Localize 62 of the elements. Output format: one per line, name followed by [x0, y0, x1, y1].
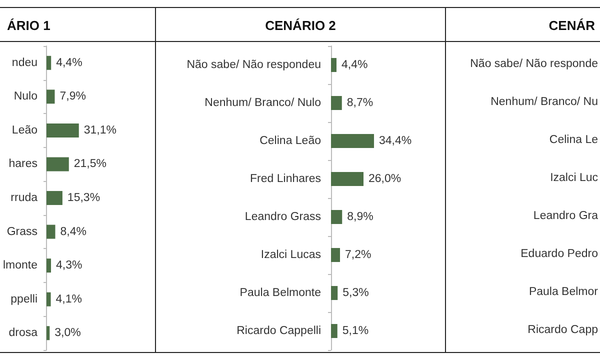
text: Izalci Luc	[550, 172, 598, 184]
data-label: 31,1%	[84, 124, 116, 136]
y-tick-label: Nulo	[14, 90, 38, 103]
bar	[46, 157, 69, 172]
bar	[331, 134, 374, 148]
data-label: 15,3%	[67, 192, 100, 204]
y-tick-label: Celina Leão	[260, 135, 321, 147]
y-tick-label: ppelli	[10, 293, 38, 306]
data-label: 5,1%	[342, 325, 369, 337]
text: Ricardo Capp	[528, 324, 598, 336]
bar	[331, 324, 338, 338]
data-label: 7,2%	[345, 249, 372, 261]
y-tick-label: Paula Belmonte	[240, 287, 321, 299]
bar	[331, 286, 338, 300]
data-label: 8,4%	[60, 226, 86, 238]
bar	[46, 56, 52, 70]
text: Não sabe/ Não responde	[470, 58, 598, 70]
bar	[331, 210, 342, 224]
bar	[46, 224, 56, 239]
y-tick-label: Leão	[12, 124, 38, 136]
bar	[46, 326, 50, 340]
y-tick-label: rruda	[10, 192, 38, 204]
data-label: 8,9%	[347, 211, 374, 223]
y-tick-label: Fred Linhares	[250, 173, 322, 185]
bar	[46, 258, 51, 273]
chart-title: CENÁRIO 2	[265, 18, 336, 33]
bar	[331, 58, 336, 72]
data-label: 34,4%	[379, 135, 412, 147]
y-tick-label: lmonte	[2, 260, 38, 272]
text: Eduardo Pedro	[520, 248, 598, 260]
bar	[331, 96, 342, 110]
y-tick-label: Não sabe/ Não respondeu	[186, 59, 321, 71]
text: Celina Le	[549, 134, 598, 146]
data-label: 4,4%	[342, 59, 368, 71]
y-tick-label: Ricardo Cappelli	[236, 325, 321, 337]
y-tick-label: drosa	[8, 327, 38, 340]
y-tick-label: Izalci Lucas	[260, 249, 322, 261]
text: CENÁR	[548, 18, 596, 33]
data-label: 4,3%	[56, 260, 82, 272]
data-label: 4,1%	[56, 293, 82, 306]
data-label: 21,5%	[74, 158, 106, 170]
y-tick-label: Grass	[6, 226, 38, 238]
bar	[331, 172, 364, 186]
data-label: 5,3%	[342, 287, 369, 299]
text: Paula Belmor	[528, 286, 598, 298]
data-label: 26,0%	[368, 173, 402, 185]
data-label: 8,7%	[346, 97, 374, 109]
text: Nenhum/ Branco/ Nu	[490, 96, 598, 108]
text: Leandro Gra	[533, 210, 599, 222]
bar	[46, 191, 62, 205]
bar	[46, 123, 79, 138]
data-label: 7,9%	[60, 90, 86, 103]
data-label: 4,4%	[56, 56, 82, 69]
bar	[46, 292, 51, 306]
data-label: 3,0%	[54, 327, 81, 340]
y-tick-label: hares	[8, 158, 38, 170]
y-tick-label: Leandro Grass	[244, 211, 322, 223]
chart-title: ÁRIO 1	[7, 18, 50, 33]
y-tick-label: ndeu	[12, 56, 38, 69]
bar	[46, 90, 55, 104]
y-tick-label: Nenhum/ Branco/ Nulo	[204, 97, 321, 109]
bar	[331, 248, 340, 262]
